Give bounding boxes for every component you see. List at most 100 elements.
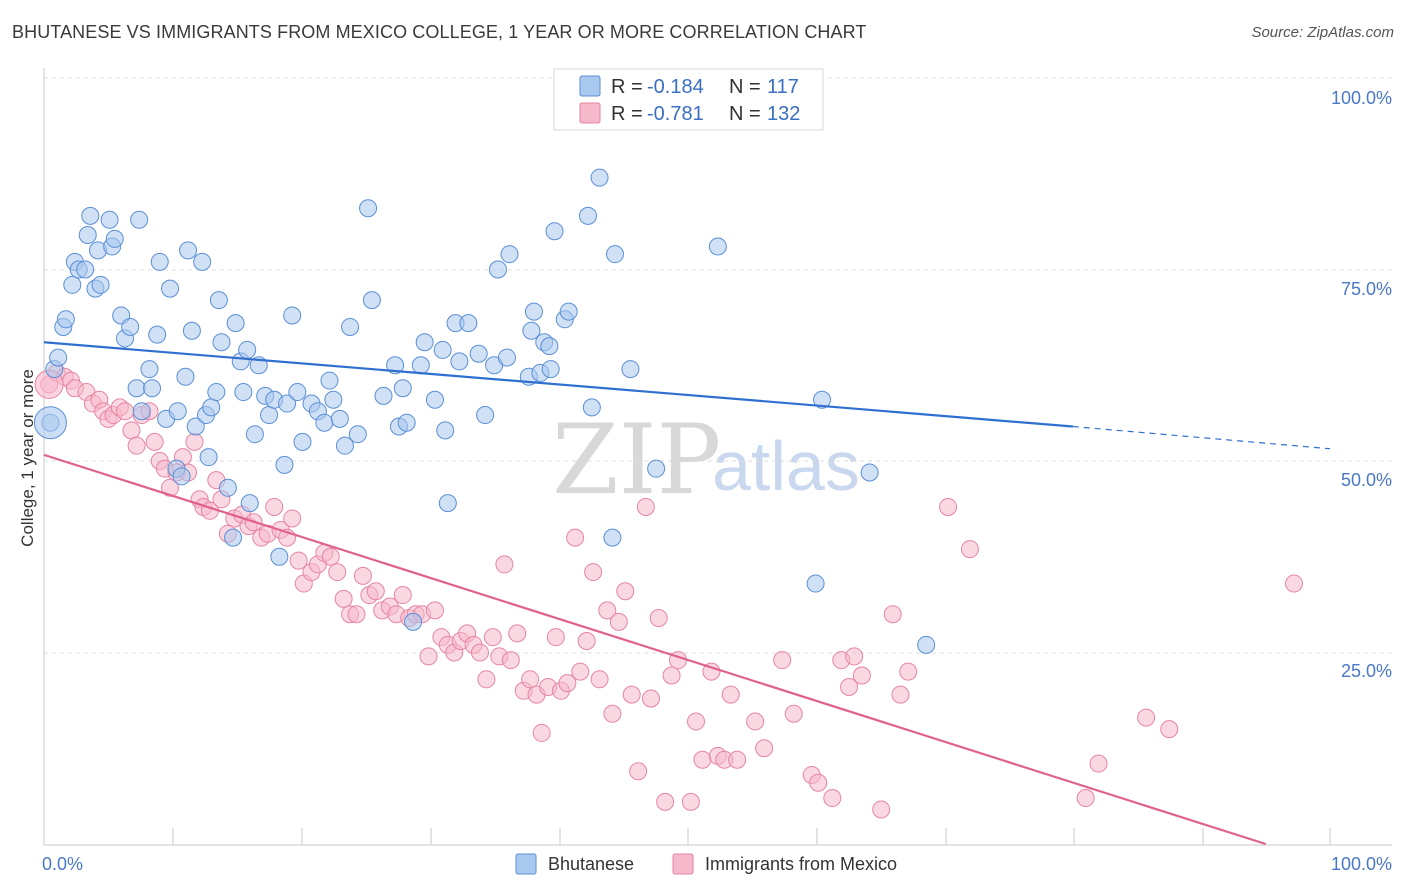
point-bhutanese [91, 275, 110, 294]
point-bhutanese [76, 260, 95, 279]
point-immigrants-from-mexico [681, 792, 700, 811]
point-immigrants-from-mexico [656, 792, 675, 811]
point-bhutanese [476, 406, 495, 425]
point-immigrants-from-mexico [546, 628, 565, 647]
point-immigrants-from-mexico [603, 704, 622, 723]
point-immigrants-from-mexico [1076, 789, 1095, 808]
point-immigrants-from-mexico [755, 739, 774, 758]
point-bhutanese [288, 383, 307, 402]
point-immigrants-from-mexico [185, 432, 204, 451]
point-bhutanese [450, 352, 469, 371]
series-legend: Bhutanese Immigrants from Mexico [515, 853, 897, 875]
y-axis-label: College, 1 year or more [18, 369, 37, 547]
point-bhutanese [100, 210, 119, 229]
point-immigrants-from-mexico [558, 674, 577, 693]
point-immigrants-from-mexico [1137, 708, 1156, 727]
point-bhutanese [582, 398, 601, 417]
point-immigrants-from-mexico [328, 563, 347, 582]
point-immigrants-from-mexico [566, 528, 585, 547]
point-bhutanese [603, 528, 622, 547]
point-immigrants-from-mexico [161, 478, 180, 497]
point-immigrants-from-mexico [891, 685, 910, 704]
correlation-legend: R = -0.184 N = 117 R = -0.781 N = 132 [553, 68, 824, 131]
point-bhutanese [335, 436, 354, 455]
point-immigrants-from-mexico [353, 566, 372, 585]
point-bhutanese [522, 321, 541, 340]
source-attribution: Source: ZipAtlas.com [1251, 24, 1394, 41]
point-immigrants-from-mexico [746, 712, 765, 731]
point-bhutanese [540, 337, 559, 356]
point-bhutanese-cluster [33, 406, 67, 440]
point-bhutanese [240, 494, 259, 513]
point-bhutanese [459, 314, 478, 333]
point-immigrants-from-mexico [501, 651, 520, 670]
point-bhutanese [341, 317, 360, 336]
point-bhutanese [404, 612, 423, 631]
point-bhutanese [433, 340, 452, 359]
point-immigrants-from-mexico [334, 589, 353, 608]
point-bhutanese [224, 528, 243, 547]
point-immigrants-from-mexico [483, 628, 502, 647]
point-bhutanese [578, 206, 597, 225]
point-bhutanese [436, 421, 455, 440]
point-immigrants-from-mexico [508, 624, 527, 643]
point-immigrants-from-mexico [728, 750, 747, 769]
point-immigrants-from-mexico [283, 509, 302, 528]
point-immigrants-from-mexico [116, 402, 135, 421]
point-bhutanese [393, 379, 412, 398]
point-bhutanese [226, 314, 245, 333]
point-bhutanese [132, 402, 151, 421]
trend-line-bhutanese [43, 341, 1073, 428]
point-bhutanese [708, 237, 727, 256]
point-bhutanese [278, 394, 297, 413]
point-bhutanese [148, 325, 167, 344]
point-bhutanese [524, 302, 543, 321]
point-bhutanese [186, 417, 205, 436]
point-bhutanese [218, 478, 237, 497]
point-immigrants-from-mexico [495, 555, 514, 574]
point-bhutanese [330, 409, 349, 428]
point-bhutanese [315, 413, 334, 432]
point-bhutanese [438, 494, 457, 513]
point-immigrants-from-mexico [598, 601, 617, 620]
point-bhutanese [172, 467, 191, 486]
point-bhutanese [374, 386, 393, 405]
point-bhutanese [590, 168, 609, 187]
point-immigrants-from-mexico [1160, 720, 1179, 739]
point-bhutanese [545, 222, 564, 241]
point-bhutanese [605, 245, 624, 264]
point-bhutanese [182, 321, 201, 340]
legend-r-value-2: -0.781 [647, 103, 704, 125]
point-immigrants-from-mexico [122, 421, 141, 440]
point-immigrants-from-mexico [425, 601, 444, 620]
point-bhutanese [168, 402, 187, 421]
x-tick-label-100: 100.0% [1331, 854, 1392, 874]
point-immigrants-from-mexico [773, 651, 792, 670]
point-bhutanese [813, 390, 832, 409]
point-bhutanese [497, 348, 516, 367]
point-immigrants-from-mexico [629, 762, 648, 781]
watermark-atlas: atlas [712, 427, 860, 505]
bottom-legend-label-bhutanese: Bhutanese [548, 854, 634, 874]
point-bhutanese [469, 344, 488, 363]
point-immigrants-from-mexico [577, 632, 596, 651]
point-immigrants-from-mexico [852, 666, 871, 685]
point-immigrants-from-mexico [960, 540, 979, 559]
point-bhutanese [260, 406, 279, 425]
point-immigrants-from-mexico [470, 643, 489, 662]
watermark-zip: ZIP [552, 404, 721, 516]
point-bhutanese [860, 463, 879, 482]
point-bhutanese [488, 260, 507, 279]
point-bhutanese [500, 245, 519, 264]
y-tick-label-50: 50.0% [1341, 470, 1392, 490]
point-immigrants-from-mexico [1284, 574, 1303, 593]
point-immigrants-from-mexico [1089, 754, 1108, 773]
point-immigrants-from-mexico [590, 670, 609, 689]
point-immigrants-from-mexico [883, 605, 902, 624]
legend-r-label-2: R = [611, 103, 643, 125]
point-bhutanese [212, 333, 231, 352]
point-bhutanese [179, 241, 198, 260]
point-bhutanese [362, 291, 381, 310]
point-immigrants-from-mexico [721, 685, 740, 704]
